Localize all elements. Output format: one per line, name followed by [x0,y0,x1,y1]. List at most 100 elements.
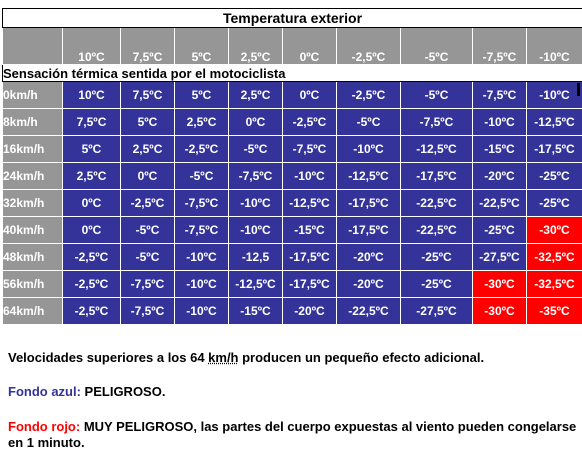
chill-value-cell: 2,5ºC [121,136,175,163]
chill-value-cell: -7,5ºC [229,163,283,190]
chill-value-cell: 2,5ºC [229,82,283,109]
chill-value-cell: -30ºC [473,271,527,298]
chill-value-cell: -5ºC [175,163,229,190]
chill-value-cell: 0ºC [121,163,175,190]
chill-value-cell: -35ºC [527,298,582,325]
chill-value-cell: -12,5ºC [283,190,337,217]
header-temp-cell: 2,5ºC [229,28,283,65]
chill-value-cell: 2,5ºC [63,163,121,190]
speed-label: 24km/h [3,163,63,190]
chill-value-cell: -17,5ºC [283,271,337,298]
chill-value-cell: -12,5ºC [337,163,401,190]
chill-value-cell: -20ºC [283,298,337,325]
note-red-text: MUY PELIGROSO, las partes del cuerpo exp… [8,419,576,450]
chill-value-cell: -22,5ºC [401,190,473,217]
chill-value-cell: -10ºC [283,163,337,190]
chill-value-cell: 0ºC [63,190,121,217]
chill-value-cell: 5ºC [63,136,121,163]
chill-value-cell: -15ºC [283,217,337,244]
chill-value-cell: -2,5ºC [121,190,175,217]
chill-value-cell: 10ºC [63,82,121,109]
note-blue-text: PELIGROSO. [81,384,166,399]
speed-label: 48km/h [3,244,63,271]
chill-value-cell: -20ºC [337,244,401,271]
chill-value-cell: -7,5ºC [401,109,473,136]
chill-value-cell: -5ºC [337,109,401,136]
table-title: Temperatura exterior [3,9,582,28]
chill-value-cell: -22,5ºC [473,190,527,217]
chill-value-cell: -15ºC [229,298,283,325]
speed-label: 40km/h [3,217,63,244]
table-subtitle: Sensación térmica sentida por el motocic… [3,65,582,82]
header-temp-cell: -2,5ºC [337,28,401,65]
chill-value-cell: -20ºC [473,163,527,190]
speed-label: 16km/h [3,136,63,163]
chill-value-cell: 0ºC [283,82,337,109]
note-speed-unit: km/h [208,350,238,365]
chill-value-cell: -12,5 [229,244,283,271]
chill-value-cell: 7,5ºC [63,109,121,136]
chill-value-cell: -5ºC [121,217,175,244]
notes: Velocidades superiores a los 64 km/h pro… [8,350,578,451]
chill-value-cell: -25ºC [401,244,473,271]
speed-label: 64km/h [3,298,63,325]
chill-value-cell: -10ºC [527,82,582,109]
chill-value-cell: -7,5ºC [121,298,175,325]
chill-value-cell: -12,5ºC [229,271,283,298]
chill-value-cell: -10ºC [473,109,527,136]
chill-value-cell: -32,5ºC [527,271,582,298]
header-temp-cell: 0ºC [283,28,337,65]
edge-marker [577,83,580,96]
chill-value-cell: -7,5ºC [283,136,337,163]
speed-label: 8km/h [3,109,63,136]
chill-value-cell: -10ºC [175,244,229,271]
chill-value-cell: 0ºC [63,217,121,244]
chill-value-cell: -25ºC [473,217,527,244]
chill-value-cell: -17,5ºC [337,190,401,217]
table-row: 56km/h-2,5ºC-7,5ºC-10ºC-12,5ºC-17,5ºC-20… [3,271,582,298]
chill-value-cell: 5ºC [175,82,229,109]
chill-value-cell: -2,5ºC [283,109,337,136]
header-temp-cell: -10ºC [527,28,582,65]
header-corner [3,28,63,65]
chill-value-cell: -5ºC [229,136,283,163]
chill-value-cell: -2,5ºC [337,82,401,109]
chill-value-cell: -10ºC [229,190,283,217]
note-red-label: Fondo rojo: [8,419,80,434]
header-temp-cell: 5ºC [175,28,229,65]
chill-value-cell: -7,5ºC [121,271,175,298]
chill-value-cell: -12,5ºC [527,109,582,136]
chill-value-cell: -7,5ºC [473,82,527,109]
chill-value-cell: -27,5ºC [401,298,473,325]
chill-value-cell: -10ºC [175,298,229,325]
chill-value-cell: -2,5ºC [63,244,121,271]
chill-value-cell: -20ºC [337,271,401,298]
header-temp-cell: -7,5ºC [473,28,527,65]
speed-label: 0km/h [3,82,63,109]
chill-value-cell: 2,5ºC [175,109,229,136]
chill-value-cell: -22,5ºC [337,298,401,325]
chill-value-cell: -5ºC [401,82,473,109]
header-temp-cell: 7,5ºC [121,28,175,65]
chill-value-cell: -2,5ºC [63,271,121,298]
chill-value-cell: -25ºC [401,271,473,298]
chill-value-cell: -22,5ºC [401,217,473,244]
chill-value-cell: -17,5ºC [283,244,337,271]
chill-value-cell: -10ºC [175,271,229,298]
chill-value-cell: -17,5ºC [401,163,473,190]
chill-value-cell: -17,5ºC [337,217,401,244]
speed-label: 32km/h [3,190,63,217]
note-speed-text-end: producen un pequeño efecto adicional. [239,350,485,365]
chill-value-cell: -25ºC [527,163,582,190]
chill-value-cell: -15ºC [473,136,527,163]
table-row: 48km/h-2,5ºC-5ºC-10ºC-12,5-17,5ºC-20ºC-2… [3,244,582,271]
chill-value-cell: -10ºC [229,217,283,244]
chill-value-cell: -7,5ºC [175,190,229,217]
header-temp-cell: -5ºC [401,28,473,65]
chill-value-cell: 5ºC [121,109,175,136]
